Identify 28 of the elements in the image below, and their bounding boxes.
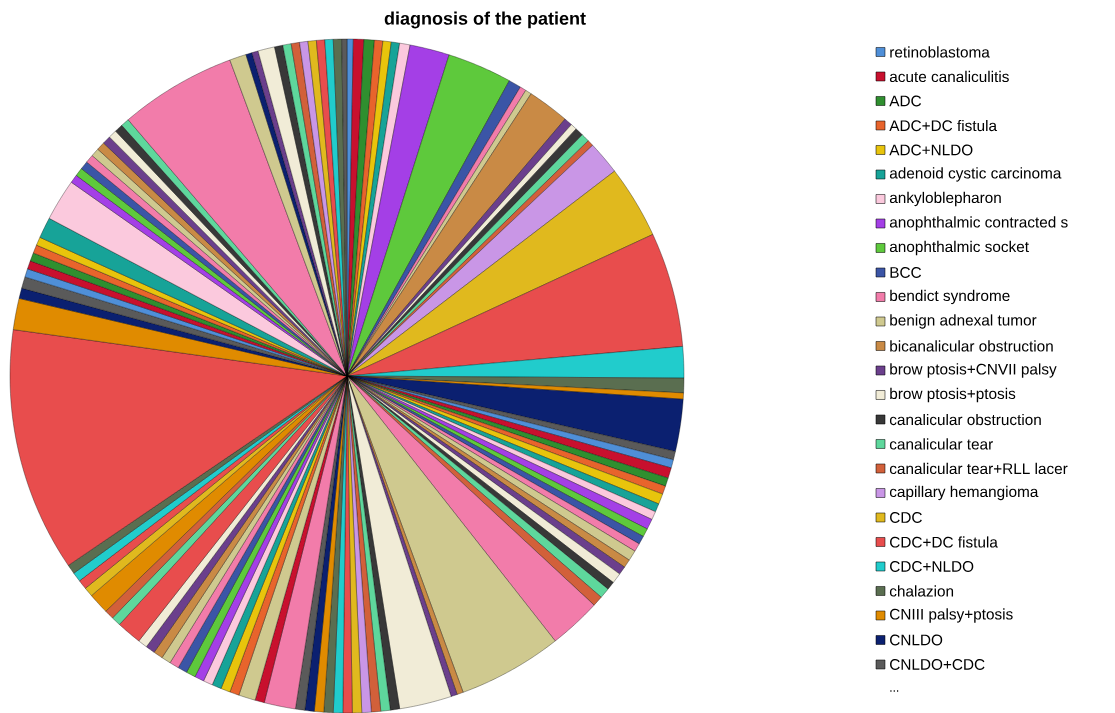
legend-label: CNIII palsy+ptosis [890, 608, 1013, 623]
text: ... [890, 690, 899, 692]
legend-label: brow ptosis+CNVII palsy [890, 363, 1057, 378]
legend-label: acute canaliculitis [889, 70, 1009, 83]
legend-label: brow ptosis+ptosis [890, 387, 1016, 403]
legend-label: ankyloblepharon [889, 191, 1001, 207]
legend-label: CDC [890, 511, 922, 523]
legend-label: canalicular tear+RLL lacer [889, 462, 1068, 475]
legend-label: anophthalmic contracted s [889, 216, 1068, 231]
legend-label: CDC+NLDO [890, 560, 974, 572]
legend-label: anophthalmic socket [889, 240, 1029, 256]
legend-label: capillary hemangioma [889, 485, 1039, 501]
legend-label: bicanalicular obstruction [890, 340, 1053, 352]
legend-label: CNLDO+CDC [890, 658, 985, 670]
legend-label: ADC [889, 95, 922, 107]
legend-label: chalazion [889, 585, 954, 597]
legend-label: benign adnexal tumor [890, 314, 1037, 329]
legend-label: CDC+DC fistula [890, 536, 998, 548]
legend-label: CNLDO [890, 634, 943, 646]
legend-label: canalicular tear [889, 438, 993, 450]
legend-label: canalicular obstruction [889, 413, 1041, 426]
legend-label: ADC+NLDO [889, 144, 973, 156]
legend-label: BCC [890, 266, 922, 278]
legend-label: adenoid cystic carcinoma [889, 167, 1062, 182]
legend-label: retinoblastoma [890, 46, 990, 58]
legend-label: bendict syndrome [890, 289, 1010, 305]
legend-label: ADC+DC fistula [889, 119, 998, 132]
chart-title: diagnosis of the patient [384, 11, 586, 29]
